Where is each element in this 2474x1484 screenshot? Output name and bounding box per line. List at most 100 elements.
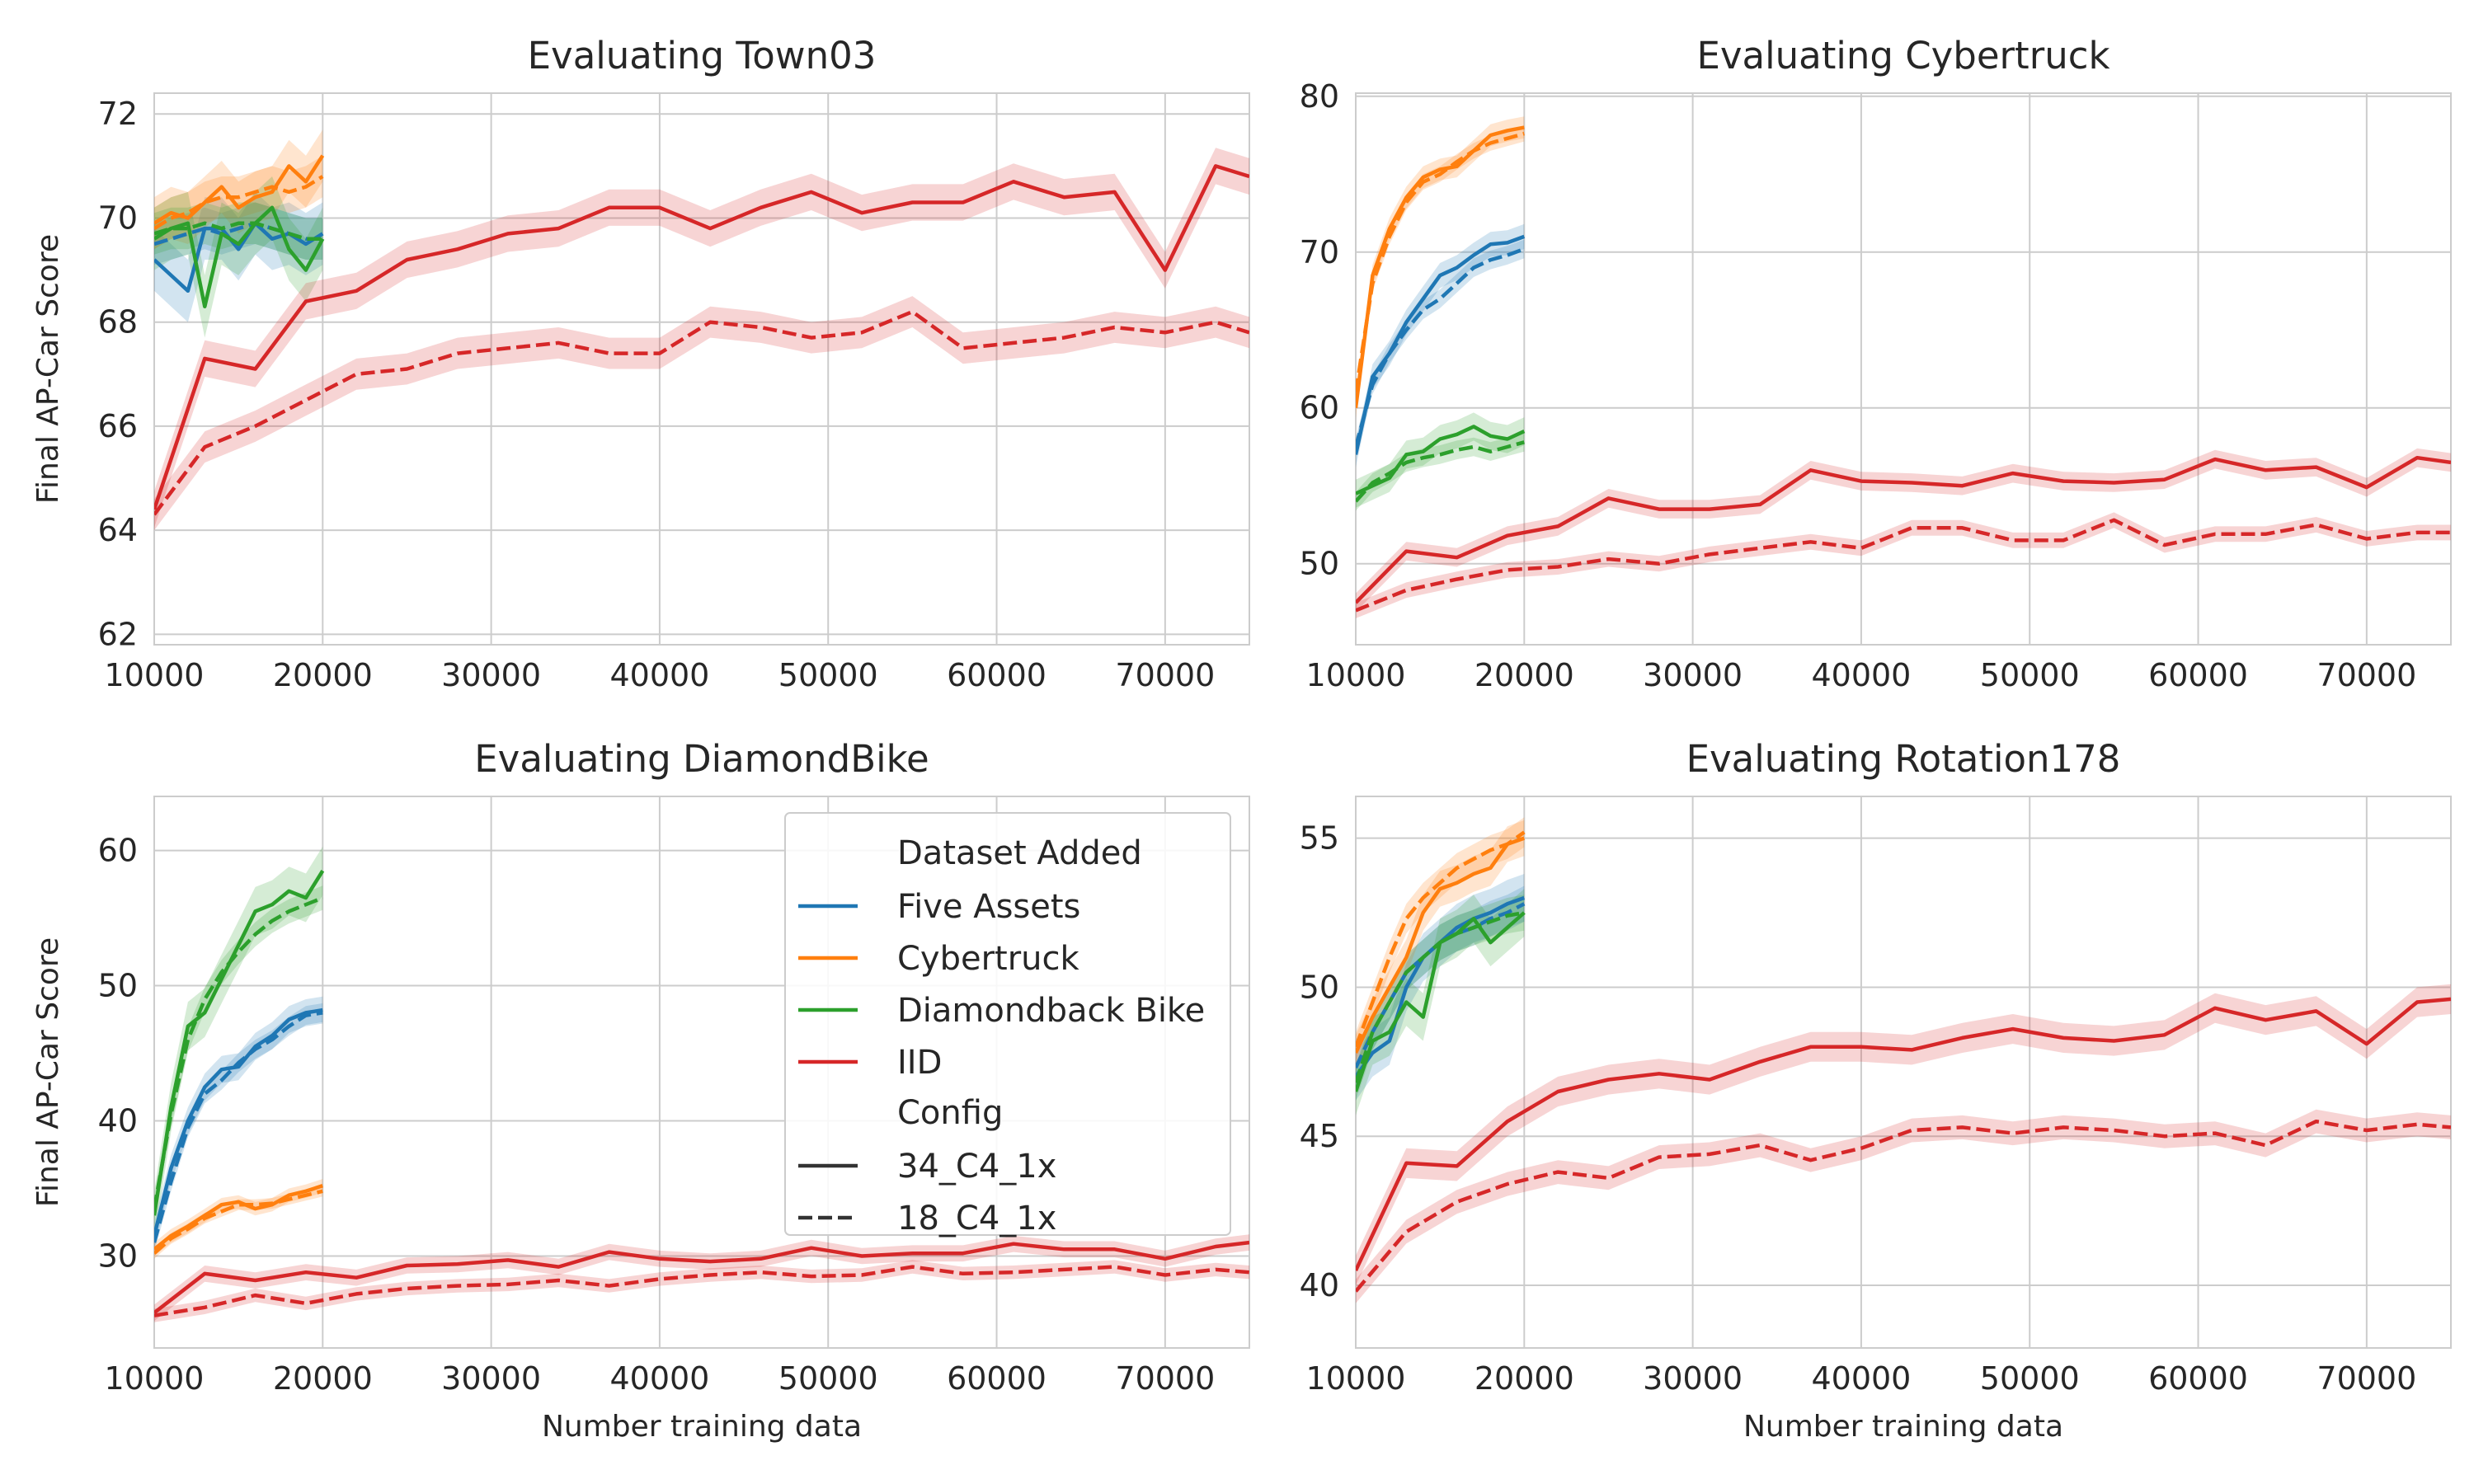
y-axis-label: Final AP-Car Score [31, 234, 65, 504]
x-tick-label: 70000 [1115, 1360, 1215, 1397]
x-tick-label: 40000 [1811, 657, 1911, 693]
band-cybertruck-18-c4-1x [1356, 817, 1525, 1062]
legend-item-iid: IID [897, 1044, 942, 1082]
x-tick-label: 70000 [1115, 657, 1215, 693]
legend-item-34-c4-1x: 34_C4_1x [897, 1148, 1056, 1186]
x-tick-label: 60000 [2148, 1360, 2248, 1397]
series-line-iid-18-c4-1x [154, 1265, 1249, 1317]
series-group [1356, 116, 2451, 618]
band-five-assets-18-c4-1x [1356, 885, 1525, 1086]
series-line-cybertruck-18-c4-1x [1356, 131, 1525, 393]
y-tick-label: 40 [98, 1103, 138, 1139]
chart-legend: Dataset Added Five Assets Cybertruck Diamon… [784, 812, 1231, 1237]
x-tick-label: 10000 [105, 1360, 205, 1397]
x-tick-label: 20000 [273, 657, 373, 693]
band-iid-18-c4-1x [154, 1260, 1249, 1322]
y-tick-label: 40 [1300, 1267, 1339, 1303]
band-iid-34-c4-1x [154, 1234, 1249, 1322]
y-tick-label: 64 [98, 512, 138, 548]
legend-frame [784, 812, 1231, 1236]
y-tick-label: 50 [98, 968, 138, 1004]
series-line-iid-34-c4-1x [154, 164, 1249, 510]
band-diamondback-bike-18-c4-1x [1356, 433, 1525, 511]
chart-title: Evaluating Rotation178 [1686, 737, 2121, 781]
y-tick-label: 45 [1300, 1118, 1339, 1154]
chart-title: Evaluating DiamondBike [474, 737, 929, 781]
band-iid-34-c4-1x [1356, 984, 2451, 1286]
band-cybertruck-18-c4-1x [154, 1186, 323, 1259]
y-tick-label: 72 [98, 96, 138, 132]
series-line-iid-34-c4-1x [1356, 455, 2451, 604]
band-five-assets-18-c4-1x [1356, 239, 1525, 457]
x-tick-label: 10000 [1306, 657, 1406, 693]
x-tick-label: 50000 [1980, 657, 2080, 693]
chart-title: Evaluating Cybertruck [1696, 34, 2109, 77]
series-group [154, 846, 1249, 1322]
series-line-diamondback-bike-18-c4-1x [1356, 440, 1525, 503]
band-diamondback-bike-18-c4-1x [154, 885, 323, 1221]
band-cybertruck-34-c4-1x [1356, 116, 1525, 420]
band-five-assets-34-c4-1x [1356, 223, 1525, 467]
series-group [1356, 817, 2451, 1303]
series-line-cybertruck-34-c4-1x [1356, 836, 1526, 1054]
band-diamondback-bike-34-c4-1x [1356, 412, 1525, 508]
series-line-iid-34-c4-1x [154, 1240, 1249, 1315]
band-diamondback-bike-18-c4-1x [154, 202, 323, 260]
band-cybertruck-18-c4-1x [1356, 125, 1525, 401]
x-tick-label: 60000 [947, 1360, 1047, 1397]
series-line-diamondback-bike-18-c4-1x [154, 221, 323, 241]
y-tick-label: 66 [98, 408, 138, 444]
x-tick-label: 50000 [778, 657, 878, 693]
y-tick-label: 55 [1300, 820, 1339, 857]
x-tick-label: 30000 [441, 1360, 541, 1397]
chart-panel-evaluating-town03: 10000 20000 30000 40000 50000 60000 70000 62 64 6… [31, 34, 1250, 693]
x-tick-label: 30000 [441, 657, 541, 693]
series-line-diamondback-bike-34-c4-1x [1356, 425, 1526, 495]
band-iid-18-c4-1x [154, 296, 1249, 531]
chart-title: Evaluating Town03 [528, 34, 877, 77]
series-line-five-assets-18-c4-1x [1356, 247, 1526, 448]
x-tick-label: 50000 [1980, 1360, 2080, 1397]
legend-item-cybertruck: Cybertruck [897, 940, 1080, 978]
band-iid-18-c4-1x [1356, 512, 2451, 618]
plot-area [153, 92, 1250, 646]
series-line-cybertruck-18-c4-1x [154, 175, 324, 231]
x-axis-label: Number training data [1743, 1410, 2063, 1444]
legend-item-five-assets: Five Assets [897, 888, 1080, 926]
y-tick-label: 30 [98, 1238, 138, 1275]
band-diamondback-bike-34-c4-1x [154, 176, 323, 338]
series-line-diamondback-bike-34-c4-1x [154, 870, 325, 1216]
band-diamondback-bike-34-c4-1x [1356, 889, 1525, 1115]
x-tick-label: 60000 [2148, 657, 2248, 693]
x-tick-label: 50000 [778, 1360, 878, 1397]
y-axis-label: Final AP-Car Score [31, 937, 65, 1207]
series-line-cybertruck-34-c4-1x [154, 1184, 323, 1252]
y-tick-label: 70 [1300, 234, 1339, 270]
y-tick-label: 70 [98, 200, 138, 236]
series-line-five-assets-18-c4-1x [1356, 902, 1526, 1069]
x-tick-label: 10000 [1306, 1360, 1406, 1397]
legend-item-18-c4-1x: 18_C4_1x [897, 1200, 1056, 1237]
series-line-iid-18-c4-1x [1356, 1119, 2451, 1293]
x-tick-label: 30000 [1643, 657, 1743, 693]
x-tick-label: 20000 [1475, 657, 1574, 693]
y-tick-label: 60 [1300, 390, 1339, 426]
series-line-five-assets-18-c4-1x [154, 1011, 323, 1243]
chart-panel-evaluating-rotation178: 10000 20000 30000 40000 50000 60000 70000 40 45 5… [1300, 737, 2452, 1444]
y-tick-label: 62 [98, 616, 138, 652]
legend-title-config: Config [897, 1094, 1003, 1132]
band-five-assets-18-c4-1x [154, 202, 323, 265]
series-group [154, 129, 1249, 531]
x-tick-label: 60000 [947, 657, 1047, 693]
series-line-diamondback-bike-18-c4-1x [154, 895, 324, 1209]
x-tick-label: 70000 [2316, 1360, 2416, 1397]
x-tick-label: 20000 [1475, 1360, 1574, 1397]
x-tick-label: 40000 [609, 1360, 709, 1397]
series-line-iid-18-c4-1x [1356, 518, 2451, 613]
x-tick-label: 20000 [273, 1360, 373, 1397]
x-tick-label: 70000 [2316, 657, 2416, 693]
series-line-cybertruck-18-c4-1x [1356, 830, 1526, 1048]
series-line-diamondback-bike-34-c4-1x [154, 205, 325, 309]
x-tick-label: 30000 [1643, 1360, 1743, 1397]
